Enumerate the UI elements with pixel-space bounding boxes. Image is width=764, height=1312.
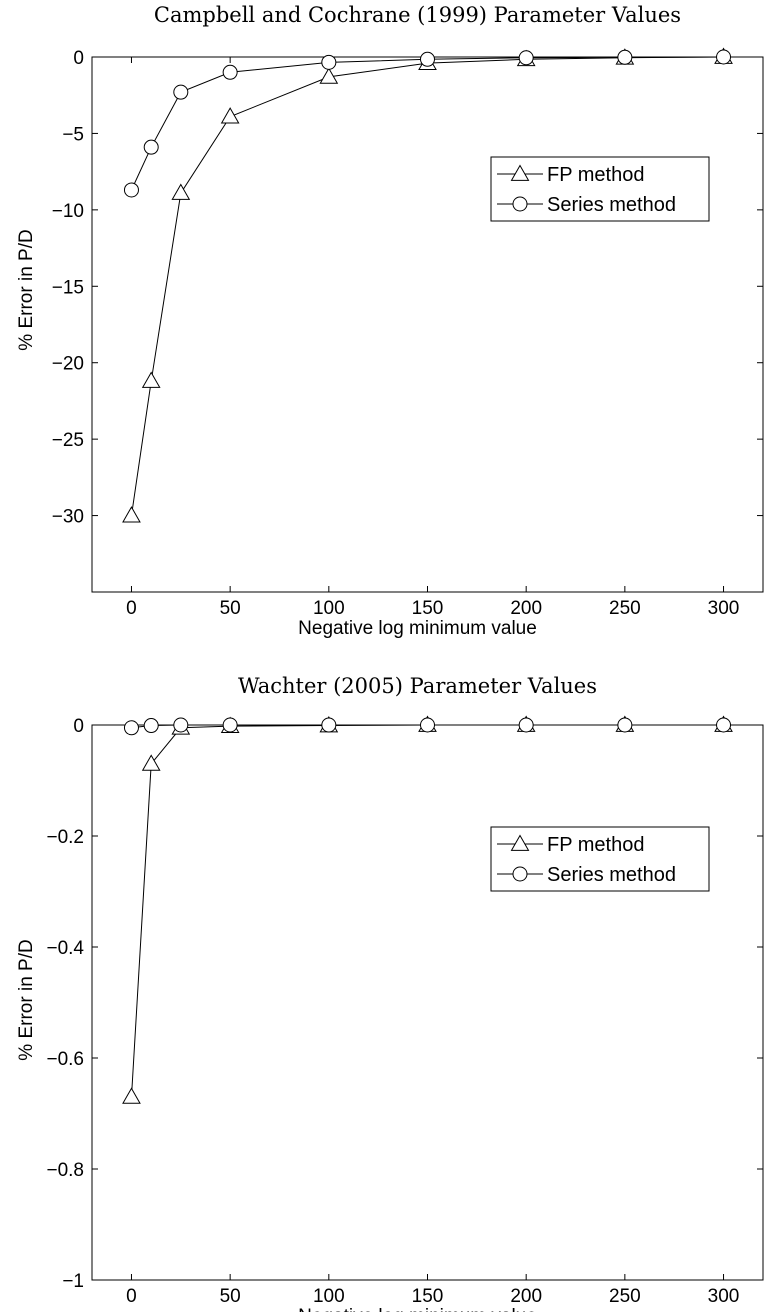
y-tick-label: −15 bbox=[52, 277, 84, 298]
plot-frame bbox=[91, 724, 764, 1281]
data-point-circle bbox=[512, 866, 528, 882]
series-triangle bbox=[122, 715, 733, 1104]
y-tick-label: −5 bbox=[62, 124, 84, 145]
data-point-triangle bbox=[319, 67, 339, 84]
chart-title: Campbell and Cochrane (1999) Parameter V… bbox=[154, 3, 681, 27]
data-point-circle bbox=[123, 720, 139, 736]
x-tick-label: 50 bbox=[220, 598, 241, 619]
x-tick-label: 0 bbox=[126, 1286, 137, 1307]
data-point-circle bbox=[512, 196, 528, 212]
x-tick-label: 150 bbox=[412, 1286, 444, 1307]
x-tick-label: 150 bbox=[412, 598, 444, 619]
series-circle bbox=[123, 49, 732, 198]
legend: FP method Series method bbox=[490, 156, 710, 222]
x-tick-label: 0 bbox=[126, 598, 137, 619]
data-point-circle bbox=[321, 54, 337, 70]
data-point-circle bbox=[716, 717, 732, 733]
data-point-triangle bbox=[141, 371, 161, 388]
data-point-circle bbox=[617, 717, 633, 733]
data-point-circle bbox=[222, 64, 238, 80]
legend: FP method Series method bbox=[490, 826, 710, 892]
series-triangle bbox=[122, 47, 733, 523]
legend-label: Series method bbox=[547, 194, 676, 216]
y-tick-label: −0.6 bbox=[46, 1049, 84, 1070]
x-tick-label: 250 bbox=[609, 598, 641, 619]
series-line bbox=[130, 56, 724, 516]
x-tick-label: 200 bbox=[510, 598, 542, 619]
x-tick-label: 300 bbox=[708, 598, 740, 619]
legend-label: Series method bbox=[547, 864, 676, 886]
data-point-circle bbox=[123, 182, 139, 198]
x-axis-label: Negative log minimum value bbox=[298, 1306, 537, 1312]
data-point-triangle bbox=[122, 506, 141, 523]
data-point-triangle bbox=[510, 164, 530, 181]
legend-box bbox=[490, 156, 710, 222]
chart-campbell-cochrane: Campbell and Cochrane (1999) Parameter V… bbox=[16, 3, 764, 639]
data-point-triangle bbox=[171, 183, 191, 200]
x-tick-label: 250 bbox=[609, 1286, 641, 1307]
y-tick-label: −30 bbox=[52, 507, 84, 528]
data-point-triangle bbox=[220, 107, 240, 124]
data-point-triangle bbox=[122, 1087, 141, 1104]
data-point-triangle bbox=[141, 754, 161, 771]
y-axis-label: % Error in P/D bbox=[16, 939, 37, 1060]
data-point-circle bbox=[420, 717, 435, 733]
data-point-circle bbox=[222, 717, 238, 733]
x-tick-label: 50 bbox=[220, 1286, 241, 1307]
data-point-circle bbox=[518, 50, 534, 66]
y-tick-label: −1 bbox=[62, 1271, 84, 1292]
legend-label: FP method bbox=[547, 164, 644, 186]
x-tick-label: 100 bbox=[313, 1286, 345, 1307]
data-point-circle bbox=[617, 49, 633, 65]
y-tick-label: 0 bbox=[73, 716, 84, 737]
data-point-circle bbox=[143, 139, 159, 155]
legend-label: FP method bbox=[547, 834, 644, 856]
data-point-circle bbox=[321, 717, 337, 733]
x-tick-label: 200 bbox=[510, 1286, 542, 1307]
data-point-circle bbox=[173, 717, 189, 733]
series-line bbox=[130, 724, 724, 1097]
x-tick-label: 300 bbox=[708, 1286, 740, 1307]
y-axis-label: % Error in P/D bbox=[16, 229, 37, 350]
x-tick-label: 100 bbox=[313, 598, 345, 619]
y-tick-label: −10 bbox=[52, 201, 84, 222]
plot-frame bbox=[91, 56, 764, 593]
data-point-triangle bbox=[510, 834, 530, 851]
data-point-circle bbox=[420, 51, 435, 67]
legend-box bbox=[490, 826, 710, 892]
chart-title: Wachter (2005) Parameter Values bbox=[238, 674, 597, 698]
y-tick-label: −20 bbox=[52, 354, 84, 375]
y-tick-label: −0.8 bbox=[46, 1160, 84, 1181]
y-tick-label: 0 bbox=[73, 48, 84, 69]
data-point-circle bbox=[518, 717, 534, 733]
data-point-circle bbox=[173, 84, 189, 100]
y-tick-label: −25 bbox=[52, 430, 84, 451]
y-tick-label: −0.2 bbox=[46, 827, 84, 848]
chart-wachter: Wachter (2005) Parameter Values 0 50 100 150… bbox=[16, 674, 764, 1312]
data-point-circle bbox=[716, 49, 732, 65]
y-tick-label: −0.4 bbox=[46, 938, 84, 959]
x-axis-label: Negative log minimum value bbox=[298, 618, 537, 639]
data-point-circle bbox=[143, 718, 159, 734]
series-circle bbox=[123, 717, 732, 736]
